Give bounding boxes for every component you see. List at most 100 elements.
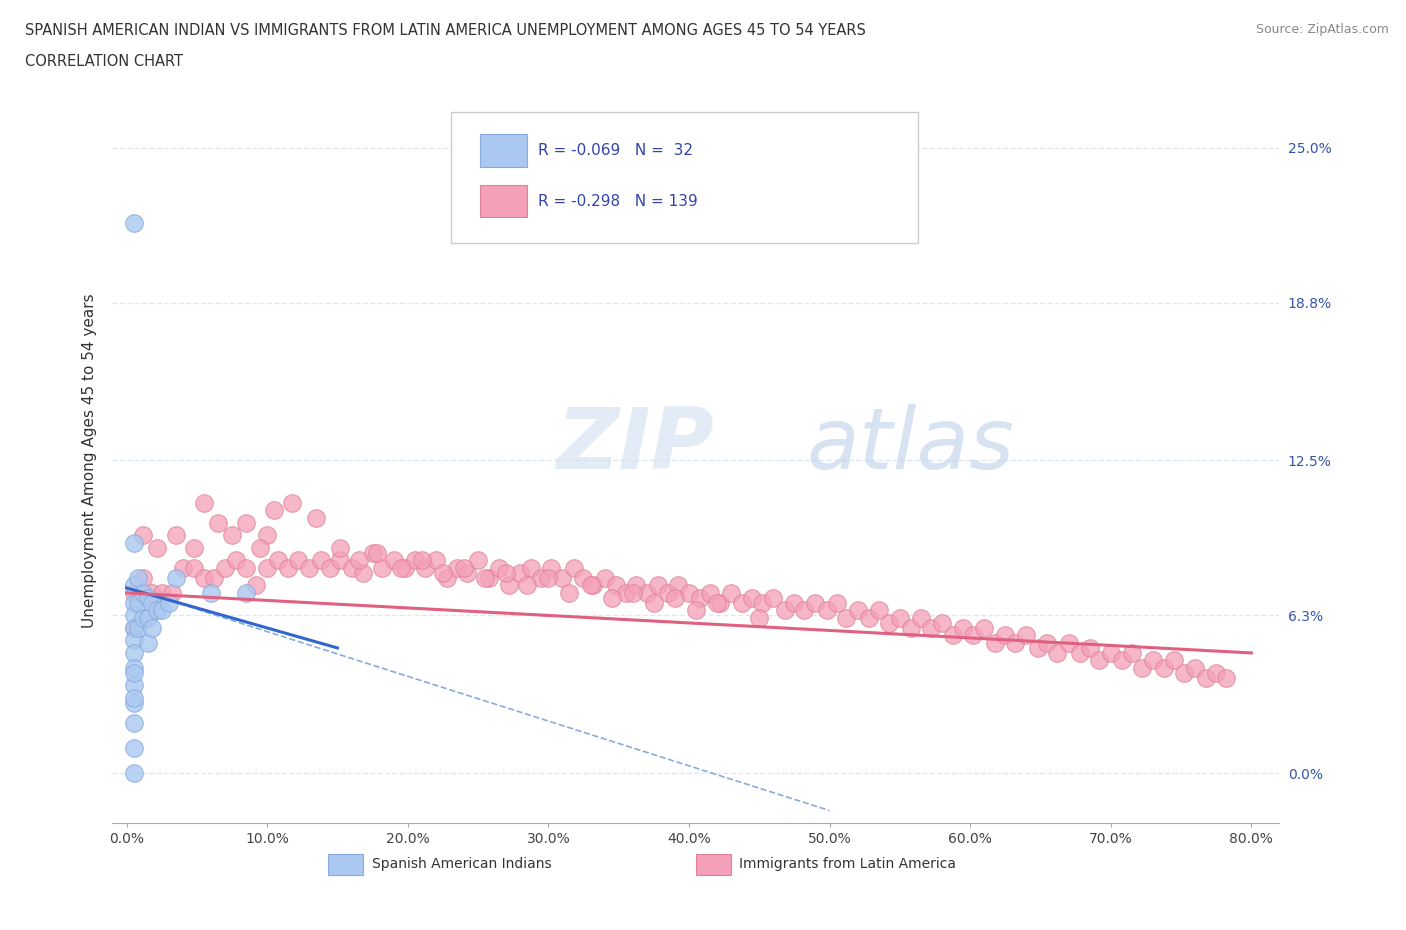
Point — [340, 561, 363, 576]
Point — [984, 635, 1007, 650]
Point — [127, 620, 149, 635]
Point — [551, 570, 574, 585]
Point — [1088, 653, 1111, 668]
Point — [741, 591, 763, 605]
Point — [132, 528, 155, 543]
Point — [605, 578, 627, 592]
Point — [136, 591, 159, 605]
Point — [207, 515, 229, 530]
Point — [157, 595, 180, 610]
FancyBboxPatch shape — [696, 854, 731, 875]
Point — [825, 595, 848, 610]
Point — [146, 540, 169, 555]
Point — [256, 561, 278, 576]
Point — [132, 586, 155, 601]
Point — [709, 595, 731, 610]
Point — [558, 586, 581, 601]
Point — [183, 561, 205, 576]
Point — [973, 620, 995, 635]
Point — [1163, 653, 1185, 668]
Point — [371, 561, 394, 576]
Point — [537, 570, 560, 585]
Point — [1004, 635, 1026, 650]
Point — [783, 595, 806, 610]
Point — [762, 591, 785, 605]
Point — [382, 553, 405, 568]
Point — [748, 610, 770, 625]
Point — [122, 691, 145, 706]
Point — [643, 595, 665, 610]
Point — [685, 603, 707, 618]
Point — [773, 603, 796, 618]
Point — [122, 620, 145, 635]
Point — [1121, 645, 1143, 660]
Point — [411, 553, 433, 568]
Point — [132, 610, 155, 625]
Point — [1205, 666, 1227, 681]
Point — [225, 553, 247, 568]
Point — [1036, 635, 1059, 650]
Point — [835, 610, 858, 625]
Point — [298, 561, 321, 576]
Point — [720, 586, 742, 601]
Point — [920, 620, 942, 635]
Point — [1195, 671, 1218, 685]
Point — [751, 595, 773, 610]
Point — [277, 561, 299, 576]
Point — [600, 591, 623, 605]
Point — [305, 511, 328, 525]
Point — [132, 570, 155, 585]
Point — [256, 528, 278, 543]
Point — [699, 586, 721, 601]
Text: R = -0.069   N =  32: R = -0.069 N = 32 — [538, 143, 693, 158]
Point — [488, 561, 510, 576]
FancyBboxPatch shape — [479, 134, 527, 166]
Point — [540, 561, 562, 576]
Point — [636, 586, 658, 601]
Point — [846, 603, 869, 618]
Point — [122, 633, 145, 648]
Point — [319, 561, 342, 576]
Point — [456, 565, 478, 580]
Point — [858, 610, 880, 625]
Point — [146, 603, 169, 618]
Point — [122, 608, 145, 623]
Point — [793, 603, 815, 618]
Point — [815, 603, 838, 618]
Point — [1078, 641, 1101, 656]
Point — [235, 515, 257, 530]
Text: atlas: atlas — [807, 405, 1015, 487]
Point — [877, 616, 900, 631]
Point — [509, 565, 531, 580]
Point — [582, 578, 605, 592]
Point — [141, 595, 163, 610]
Point — [572, 570, 595, 585]
Point — [1026, 641, 1049, 656]
Point — [183, 540, 205, 555]
Point — [122, 715, 145, 730]
Point — [804, 595, 827, 610]
Point — [678, 586, 700, 601]
Point — [267, 553, 290, 568]
Point — [122, 666, 145, 681]
Point — [122, 586, 145, 601]
Point — [150, 586, 173, 601]
Point — [952, 620, 974, 635]
Point — [706, 595, 728, 610]
Point — [172, 561, 194, 576]
Point — [413, 561, 436, 576]
Point — [263, 503, 285, 518]
Point — [498, 578, 520, 592]
Point — [122, 660, 145, 675]
Point — [474, 570, 496, 585]
Point — [122, 595, 145, 610]
Point — [689, 591, 711, 605]
Point — [235, 586, 257, 601]
Point — [122, 215, 145, 230]
Point — [329, 540, 352, 555]
Y-axis label: Unemployment Among Ages 45 to 54 years: Unemployment Among Ages 45 to 54 years — [82, 293, 97, 628]
Point — [624, 578, 647, 592]
Point — [1215, 671, 1237, 685]
Point — [453, 561, 475, 576]
Point — [249, 540, 271, 555]
